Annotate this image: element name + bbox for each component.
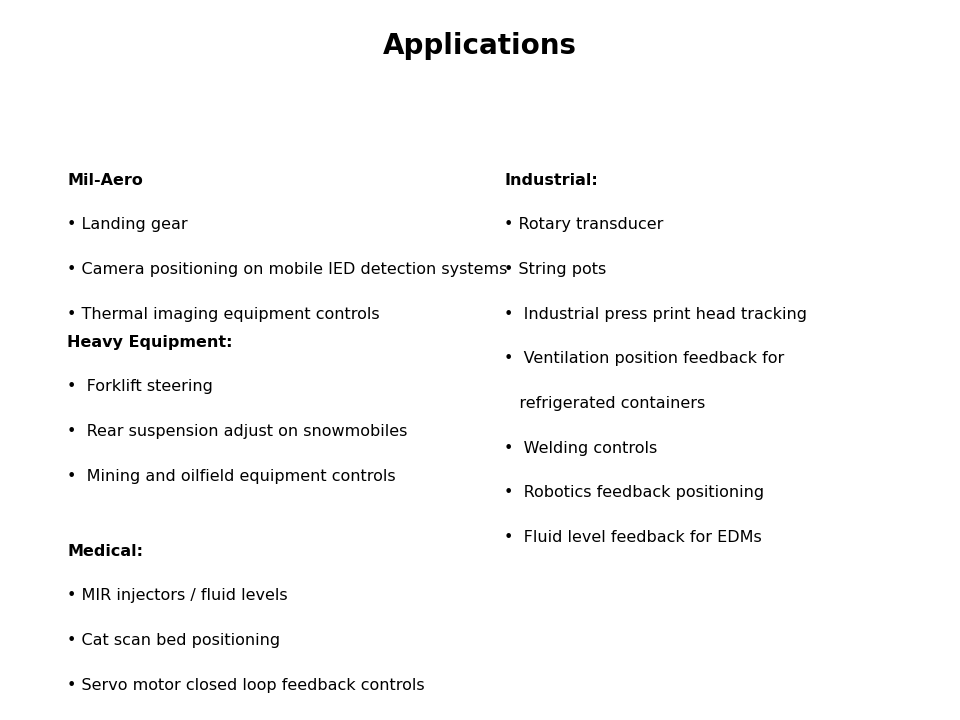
Text: •  Mining and oilfield equipment controls: • Mining and oilfield equipment controls [67, 469, 396, 484]
Text: •  Robotics feedback positioning: • Robotics feedback positioning [504, 485, 764, 500]
Text: • String pots: • String pots [504, 262, 607, 277]
Text: Heavy Equipment:: Heavy Equipment: [67, 335, 232, 350]
Text: • Camera positioning on mobile IED detection systems: • Camera positioning on mobile IED detec… [67, 262, 508, 277]
Text: •  Welding controls: • Welding controls [504, 441, 658, 456]
Text: •  Industrial press print head tracking: • Industrial press print head tracking [504, 307, 807, 322]
Text: refrigerated containers: refrigerated containers [504, 396, 706, 411]
Text: •  Ventilation position feedback for: • Ventilation position feedback for [504, 351, 784, 366]
Text: • MIR injectors / fluid levels: • MIR injectors / fluid levels [67, 588, 288, 603]
Text: • Rotary transducer: • Rotary transducer [504, 217, 663, 233]
Text: Applications: Applications [383, 32, 577, 60]
Text: • Cat scan bed positioning: • Cat scan bed positioning [67, 633, 280, 648]
Text: Industrial:: Industrial: [504, 173, 598, 188]
Text: Mil-Aero: Mil-Aero [67, 173, 143, 188]
Text: •  Fluid level feedback for EDMs: • Fluid level feedback for EDMs [504, 530, 761, 545]
Text: •  Forklift steering: • Forklift steering [67, 379, 213, 395]
Text: Medical:: Medical: [67, 544, 143, 559]
Text: • Servo motor closed loop feedback controls: • Servo motor closed loop feedback contr… [67, 678, 425, 693]
Text: • Landing gear: • Landing gear [67, 217, 188, 233]
Text: • Thermal imaging equipment controls: • Thermal imaging equipment controls [67, 307, 380, 322]
Text: •  Rear suspension adjust on snowmobiles: • Rear suspension adjust on snowmobiles [67, 424, 408, 439]
